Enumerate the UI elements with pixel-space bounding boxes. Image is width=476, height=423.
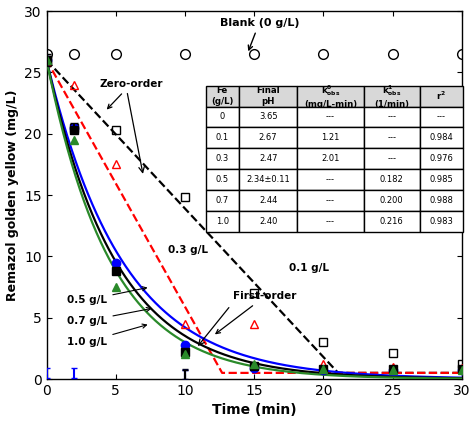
Text: 1.0 g/L: 1.0 g/L: [67, 324, 147, 347]
Text: 0.5 g/L: 0.5 g/L: [67, 287, 147, 305]
Text: Zero-order: Zero-order: [99, 79, 163, 109]
Text: 0.3 g/L: 0.3 g/L: [169, 244, 208, 255]
Text: 0.1 g/L: 0.1 g/L: [289, 263, 329, 273]
X-axis label: Time (min): Time (min): [212, 404, 297, 418]
Text: First-order: First-order: [216, 291, 297, 334]
Text: 0.7 g/L: 0.7 g/L: [67, 308, 150, 326]
Y-axis label: Remazol golden yellow (mg/L): Remazol golden yellow (mg/L): [6, 89, 19, 301]
Text: Blank (0 g/L): Blank (0 g/L): [219, 18, 299, 50]
